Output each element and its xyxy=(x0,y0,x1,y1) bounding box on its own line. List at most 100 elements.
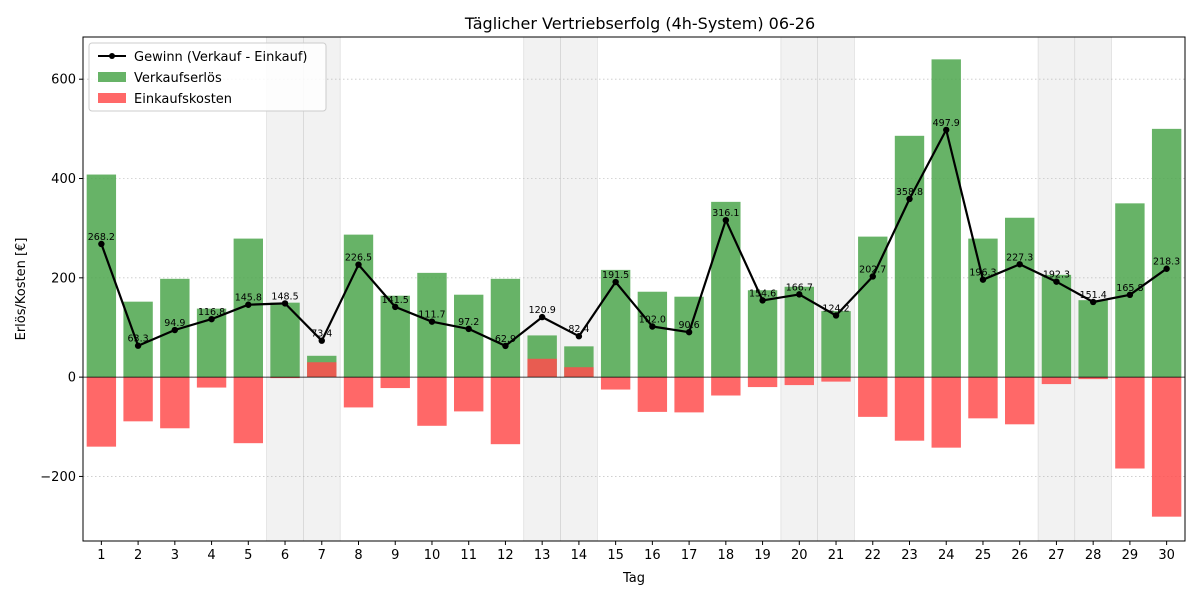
profit-point xyxy=(98,240,105,248)
profit-point xyxy=(906,195,913,203)
y-tick-label: 400 xyxy=(51,172,76,187)
x-tick-label: 15 xyxy=(607,548,624,563)
cost-bar xyxy=(270,377,300,379)
cost-bar xyxy=(821,377,851,382)
x-tick-label: 2 xyxy=(134,548,142,563)
profit-data-label: 196.3 xyxy=(969,268,996,279)
profit-point xyxy=(134,342,142,349)
cost-bar xyxy=(894,377,925,441)
profit-point xyxy=(281,300,289,307)
y-tick-label: −200 xyxy=(40,470,76,485)
profit-data-label: 154.6 xyxy=(749,288,776,299)
profit-point xyxy=(869,273,876,280)
profit-data-label: 90.6 xyxy=(679,320,700,331)
x-tick-label: 4 xyxy=(207,548,215,563)
profit-point xyxy=(502,342,509,350)
profit-point xyxy=(171,326,179,334)
x-tick-label: 24 xyxy=(938,548,955,563)
profit-data-label: 94.9 xyxy=(164,318,185,329)
x-tick-label: 27 xyxy=(1048,548,1065,563)
revenue-bar xyxy=(1041,274,1072,378)
revenue-bar xyxy=(1005,217,1035,378)
x-tick-label: 18 xyxy=(718,548,735,563)
legend: Gewinn (Verkauf - Einkauf) Verkaufserlös… xyxy=(88,42,327,112)
cost-bar xyxy=(454,377,484,412)
weekend-band xyxy=(303,36,341,542)
profit-data-label: 145.8 xyxy=(235,293,262,304)
profit-data-label: 358.8 xyxy=(896,187,923,198)
profit-line xyxy=(100,128,1168,347)
profit-data-label: 268.2 xyxy=(88,232,115,243)
revenue-bar xyxy=(417,272,447,378)
cost-bar xyxy=(233,377,263,444)
profit-point xyxy=(1016,261,1023,268)
revenue-bar xyxy=(1151,128,1182,378)
profit-data-label: 116.8 xyxy=(198,307,225,318)
cost-bar xyxy=(968,377,998,419)
x-tick-label: 8 xyxy=(354,548,362,563)
cost-bar xyxy=(307,362,337,378)
profit-line-group xyxy=(98,126,1170,350)
x-tick-label: 13 xyxy=(534,548,551,563)
legend-profit-label: Gewinn (Verkauf - Einkauf) xyxy=(134,50,307,65)
profit-data-label: 102.0 xyxy=(639,314,666,325)
x-tick-label: 25 xyxy=(975,548,992,563)
x-tick-label: 1 xyxy=(97,548,105,563)
cost-bar xyxy=(1078,377,1108,380)
profit-point xyxy=(245,301,252,308)
profit-data-label: 151.4 xyxy=(1080,290,1107,301)
revenue-bar xyxy=(490,278,521,378)
profit-point xyxy=(1163,265,1170,272)
x-tick-label: 12 xyxy=(497,548,514,563)
cost-bar xyxy=(1041,377,1072,385)
profit-point xyxy=(208,315,215,323)
profit-data-label: 202.7 xyxy=(859,264,886,275)
profit-point xyxy=(685,328,693,336)
profit-data-label: 148.5 xyxy=(271,291,298,302)
revenue-bar xyxy=(821,311,851,378)
profit-data-label: 63.3 xyxy=(128,334,149,345)
profit-data-label: 226.5 xyxy=(345,253,372,264)
revenue-bar xyxy=(1078,300,1108,378)
profit-point xyxy=(722,216,730,224)
profit-point xyxy=(465,325,472,333)
profit-point xyxy=(538,313,546,321)
cost-bar xyxy=(1005,377,1035,425)
profit-point xyxy=(1053,278,1060,285)
cost-bar xyxy=(1115,377,1145,469)
cost-bar xyxy=(931,377,961,448)
x-tick-label: 5 xyxy=(244,548,252,563)
revenue-bar xyxy=(931,59,961,378)
profit-point xyxy=(355,261,362,268)
profit-point xyxy=(612,278,619,286)
x-tick-label: 17 xyxy=(681,548,698,563)
profit-data-label: 218.3 xyxy=(1153,257,1180,268)
profit-data-label: 97.2 xyxy=(458,317,479,328)
x-tick-label: 20 xyxy=(791,548,808,563)
revenue-bar xyxy=(968,238,998,378)
weekend-shading xyxy=(266,36,1112,542)
revenue-bar xyxy=(894,135,925,378)
profit-point xyxy=(796,291,803,298)
cost-bar xyxy=(564,367,594,378)
cost-bar xyxy=(417,377,447,426)
profit-data-label: 73.4 xyxy=(311,329,332,340)
profit-data-label: 191.5 xyxy=(602,270,629,281)
x-tick-label: 22 xyxy=(864,548,881,563)
profit-data-label: 62.9 xyxy=(495,334,516,345)
revenue-bar xyxy=(711,201,741,378)
profit-point xyxy=(575,333,583,340)
axes-frame xyxy=(82,36,1186,542)
cost-bar xyxy=(674,377,704,413)
revenue-bar xyxy=(1115,203,1145,378)
legend-profit-marker xyxy=(109,53,115,59)
profit-data-label: 82.4 xyxy=(568,324,589,335)
profit-point xyxy=(649,323,656,330)
cost-bar xyxy=(1151,377,1182,517)
profit-data-label: 165.8 xyxy=(1116,283,1143,294)
x-tick-label: 14 xyxy=(571,548,588,563)
profit-data-label: 316.1 xyxy=(712,208,739,219)
cost-bar xyxy=(160,377,190,429)
